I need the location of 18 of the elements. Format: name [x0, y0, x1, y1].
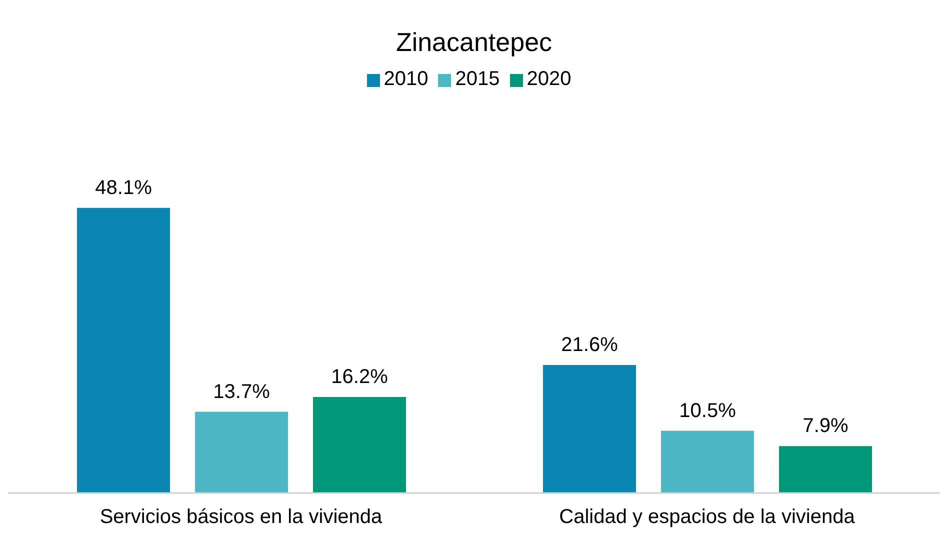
- data-label: 21.6%: [561, 334, 618, 356]
- chart-title: Zinacantepec: [394, 26, 554, 58]
- bar: [779, 446, 872, 493]
- legend-label: 2020: [526, 68, 572, 90]
- data-label: 48.1%: [95, 176, 152, 199]
- bar: [543, 364, 636, 493]
- bar: [661, 430, 754, 493]
- data-label: 16.2%: [331, 366, 388, 388]
- bar: [313, 396, 406, 493]
- legend-label: 2015: [455, 68, 500, 90]
- x-tick-label: Calidad y espacios de la vivienda: [559, 506, 856, 528]
- data-label: 10.5%: [679, 400, 736, 422]
- data-label: 13.7%: [213, 380, 270, 403]
- bar: [195, 412, 288, 493]
- legend-label: 2010: [384, 68, 428, 90]
- data-label: 7.9%: [802, 415, 849, 438]
- bar: [77, 208, 170, 493]
- x-tick-label: Servicios básicos en la vivienda: [100, 506, 384, 528]
